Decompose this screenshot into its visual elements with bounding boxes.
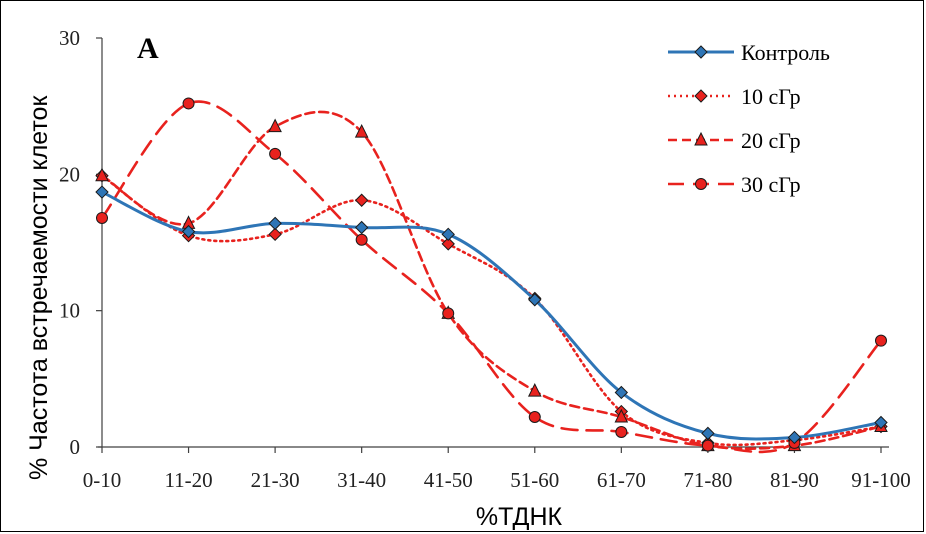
x-tick-label: 51-60 bbox=[510, 468, 559, 492]
y-tick-label: 20 bbox=[59, 162, 80, 186]
data-point bbox=[615, 426, 628, 439]
data-point bbox=[441, 227, 455, 242]
data-point bbox=[527, 382, 542, 397]
x-tick-label: 61-70 bbox=[597, 468, 646, 492]
series-4 bbox=[96, 97, 887, 454]
x-tick-label: 21-30 bbox=[251, 468, 300, 492]
y-tick-label: 0 bbox=[70, 435, 81, 459]
data-point bbox=[181, 224, 196, 239]
data-point bbox=[701, 439, 714, 452]
data-point bbox=[528, 293, 542, 307]
legend-marker bbox=[694, 89, 708, 103]
data-point bbox=[875, 334, 887, 347]
data-point bbox=[354, 220, 369, 235]
data-point bbox=[787, 430, 802, 445]
legend-label: 30 сГр bbox=[741, 172, 801, 197]
series-line bbox=[100, 190, 883, 441]
x-tick-label: 11-20 bbox=[164, 468, 212, 492]
legend-label: Контроль bbox=[741, 40, 830, 65]
legend-label: 10 сГр bbox=[741, 84, 801, 109]
series-2 bbox=[95, 168, 888, 450]
data-point bbox=[354, 123, 369, 138]
data-point bbox=[701, 426, 715, 441]
x-tick-label: 31-40 bbox=[337, 468, 386, 492]
x-axis-title: %ТДНК bbox=[476, 503, 563, 531]
data-point bbox=[96, 211, 108, 224]
x-tick-label: 0-10 bbox=[83, 468, 122, 492]
x-tick-label: 81-90 bbox=[770, 468, 819, 492]
axes bbox=[96, 37, 889, 453]
data-point bbox=[95, 185, 109, 199]
data-point bbox=[268, 227, 282, 242]
data-point bbox=[874, 415, 888, 430]
data-point bbox=[95, 167, 109, 182]
x-tick-label: 71-80 bbox=[683, 468, 732, 492]
y-tick-label: 10 bbox=[59, 299, 80, 323]
data-point bbox=[442, 307, 455, 320]
data-point bbox=[614, 408, 629, 423]
data-point bbox=[528, 411, 541, 424]
legend-marker bbox=[695, 178, 707, 190]
data-point bbox=[614, 385, 629, 400]
legend-marker bbox=[694, 131, 708, 146]
y-axis-title: % Частота встречаемости клеток bbox=[25, 95, 53, 480]
series-line bbox=[100, 174, 883, 447]
data-point bbox=[354, 193, 369, 207]
y-tick-label: 30 bbox=[59, 26, 80, 50]
data-point bbox=[269, 147, 282, 160]
data-point bbox=[268, 118, 282, 133]
data-point bbox=[441, 237, 455, 251]
legend: Контроль 10 сГр 20 сГр 30 сГр bbox=[668, 40, 830, 197]
series-1 bbox=[95, 185, 888, 445]
x-tick-label: 41-50 bbox=[424, 468, 473, 492]
data-point bbox=[182, 97, 195, 110]
panel-label: A bbox=[137, 32, 159, 65]
series-line bbox=[100, 110, 883, 450]
series-line bbox=[100, 100, 883, 454]
series-3 bbox=[95, 110, 888, 452]
series-layer bbox=[95, 97, 888, 454]
data-point bbox=[355, 233, 368, 246]
legend-label: 20 сГр bbox=[741, 128, 801, 153]
x-tick-label: 91-100 bbox=[851, 468, 911, 492]
tick-labels: 0 10 20 30 0-10 11-20 21-30 31-40 41-50 51-60 61-7… bbox=[59, 26, 911, 492]
legend-marker bbox=[694, 45, 708, 59]
data-point bbox=[268, 216, 282, 231]
